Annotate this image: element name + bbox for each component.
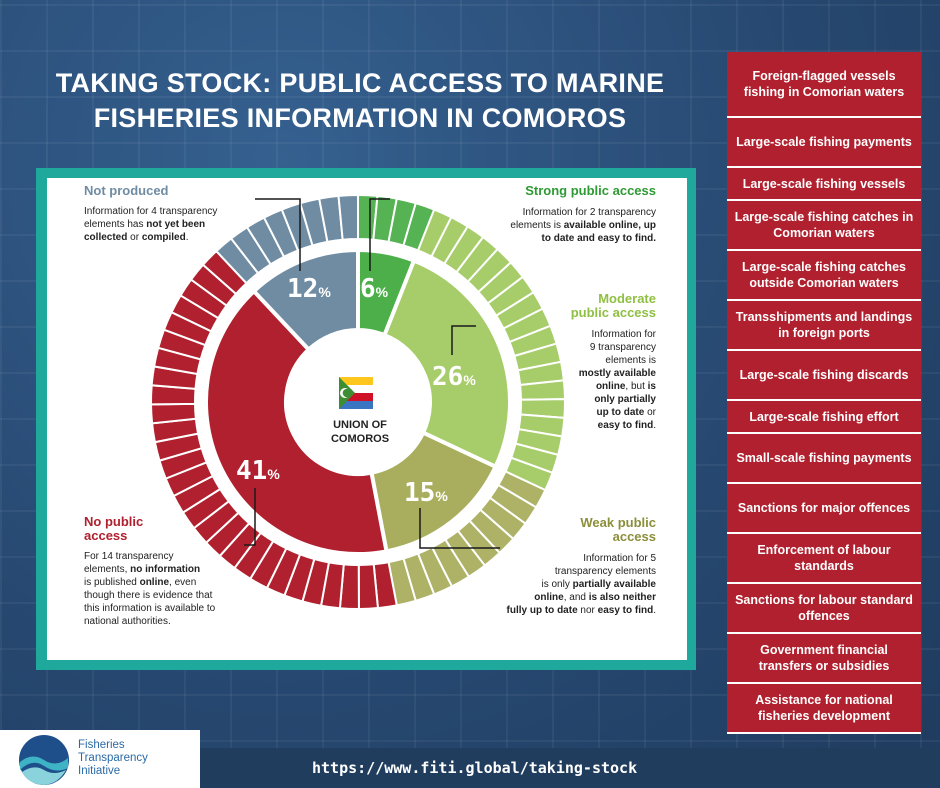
outer-segment: [150, 402, 197, 425]
outer-segment: [337, 193, 359, 241]
leader-line: [451, 325, 476, 355]
element-item: Small-scale fishing payments: [727, 434, 921, 484]
pct-strong: 6%: [360, 274, 389, 304]
footer-url[interactable]: https://www.fiti.global/taking-stock: [312, 759, 638, 777]
element-item: Large-scale fishing payments: [727, 118, 921, 168]
label-strong-title: Strong public access: [525, 183, 656, 198]
element-item: Sanctions for major offences: [727, 484, 921, 534]
pct-weak: 15%: [404, 478, 448, 508]
element-item: Large-scale fishing catches in Comorian …: [727, 201, 921, 251]
label-notproduced-title: Not produced: [84, 183, 169, 198]
pct-notproduced: 12%: [287, 274, 331, 304]
page-title: TAKING STOCK: PUBLIC ACCESS TO MARINE FI…: [55, 68, 665, 133]
element-item: Large-scale fishing effort: [727, 401, 921, 434]
center-label: UNION OF COMOROS: [330, 419, 390, 445]
transparency-elements-list: Foreign-flagged vessels fishing in Comor…: [727, 52, 921, 734]
element-item: Enforcement of labour standards: [727, 534, 921, 584]
element-item: Large-scale fishing vessels: [727, 168, 921, 201]
label-moderate-title: Moderate public access: [570, 291, 656, 320]
leader-line: [369, 198, 390, 271]
label-weak-desc: Information for 5 transparency elements …: [506, 553, 656, 616]
element-item: Transshipments and landings in foreign p…: [727, 301, 921, 351]
comoros-flag-icon: [339, 377, 373, 409]
label-strong-desc: Information for 2 transparency elements …: [510, 207, 656, 244]
slice-3: [204, 288, 389, 556]
element-item: Assistance for national fisheries develo…: [727, 684, 921, 734]
pct-none: 41%: [236, 456, 280, 486]
label-notproduced-desc: Information for 4 transparency elements …: [84, 206, 218, 243]
leader-line: [244, 488, 256, 546]
pct-moderate: 26%: [432, 362, 476, 392]
element-item: Large-scale fishing discards: [727, 351, 921, 401]
label-none-desc: For 14 transparency elements, no informa…: [84, 551, 216, 627]
element-item: Large-scale fishing catches outside Como…: [727, 251, 921, 301]
label-weak-title: Weak public access: [580, 515, 656, 544]
outer-segment: [357, 563, 380, 611]
label-moderate-desc: Information for 9 transparency elements …: [578, 329, 656, 431]
element-item: Sanctions for labour standard offences: [727, 584, 921, 634]
leader-line: [419, 508, 500, 549]
logo-text: Fisheries Transparency Initiative: [78, 739, 148, 777]
fiti-logo-icon: [19, 735, 69, 785]
leader-line: [255, 198, 301, 271]
element-item: Foreign-flagged vessels fishing in Comor…: [727, 52, 921, 118]
slice-1: [381, 258, 512, 470]
element-item: Government financial transfers or subsid…: [727, 634, 921, 684]
label-none-title: No public access: [84, 514, 144, 543]
